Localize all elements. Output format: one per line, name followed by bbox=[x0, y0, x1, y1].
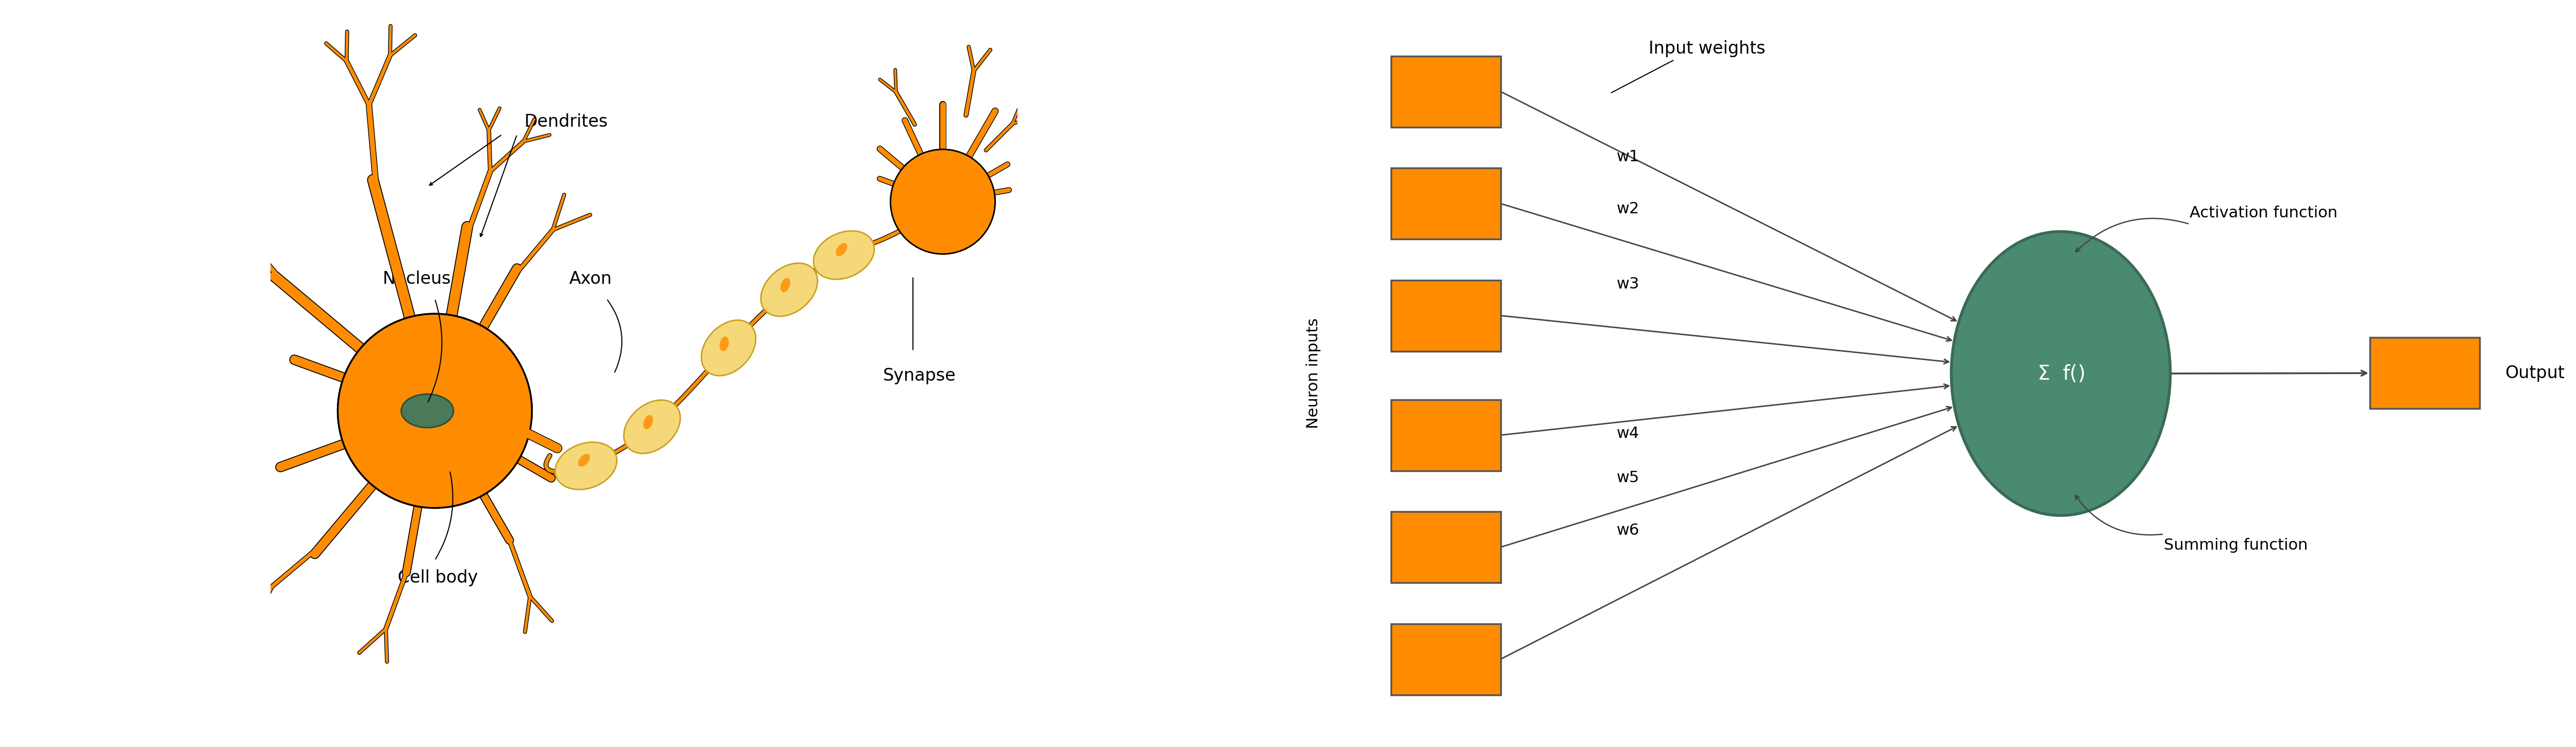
Circle shape bbox=[337, 314, 533, 508]
Circle shape bbox=[891, 149, 994, 254]
Text: w1: w1 bbox=[1618, 149, 1638, 164]
FancyBboxPatch shape bbox=[1391, 624, 1499, 695]
Text: Summing function: Summing function bbox=[2164, 538, 2308, 553]
FancyBboxPatch shape bbox=[1391, 168, 1499, 239]
FancyBboxPatch shape bbox=[1391, 280, 1499, 351]
Text: Synapse: Synapse bbox=[884, 368, 956, 385]
Ellipse shape bbox=[577, 454, 590, 467]
Text: Activation function: Activation function bbox=[2190, 205, 2336, 220]
Ellipse shape bbox=[402, 394, 453, 427]
FancyBboxPatch shape bbox=[2370, 338, 2478, 409]
Text: w2: w2 bbox=[1618, 202, 1638, 217]
FancyBboxPatch shape bbox=[1391, 56, 1499, 127]
Ellipse shape bbox=[719, 336, 729, 351]
Text: $\Sigma$  f(): $\Sigma$ f() bbox=[2038, 364, 2084, 383]
Circle shape bbox=[337, 314, 533, 508]
FancyBboxPatch shape bbox=[1391, 400, 1499, 471]
Ellipse shape bbox=[781, 278, 791, 292]
Ellipse shape bbox=[701, 320, 755, 376]
Ellipse shape bbox=[760, 263, 817, 316]
Ellipse shape bbox=[644, 415, 654, 430]
Text: w5: w5 bbox=[1618, 471, 1638, 486]
Text: w3: w3 bbox=[1618, 276, 1638, 291]
Text: Cell body: Cell body bbox=[397, 569, 477, 586]
Text: w6: w6 bbox=[1618, 523, 1638, 538]
Text: w4: w4 bbox=[1618, 426, 1638, 441]
FancyBboxPatch shape bbox=[1391, 512, 1499, 583]
Circle shape bbox=[891, 149, 994, 254]
Text: Neuron inputs: Neuron inputs bbox=[1306, 318, 1321, 429]
Text: Nucleus: Nucleus bbox=[384, 270, 451, 288]
Ellipse shape bbox=[814, 231, 873, 279]
Text: Input weights: Input weights bbox=[1649, 40, 1765, 57]
Ellipse shape bbox=[835, 243, 848, 256]
Ellipse shape bbox=[1953, 232, 2169, 515]
Text: Dendrites: Dendrites bbox=[526, 114, 608, 131]
Text: Output: Output bbox=[2504, 365, 2566, 382]
Ellipse shape bbox=[623, 400, 680, 453]
Ellipse shape bbox=[556, 442, 616, 489]
Text: Axon: Axon bbox=[569, 270, 613, 288]
